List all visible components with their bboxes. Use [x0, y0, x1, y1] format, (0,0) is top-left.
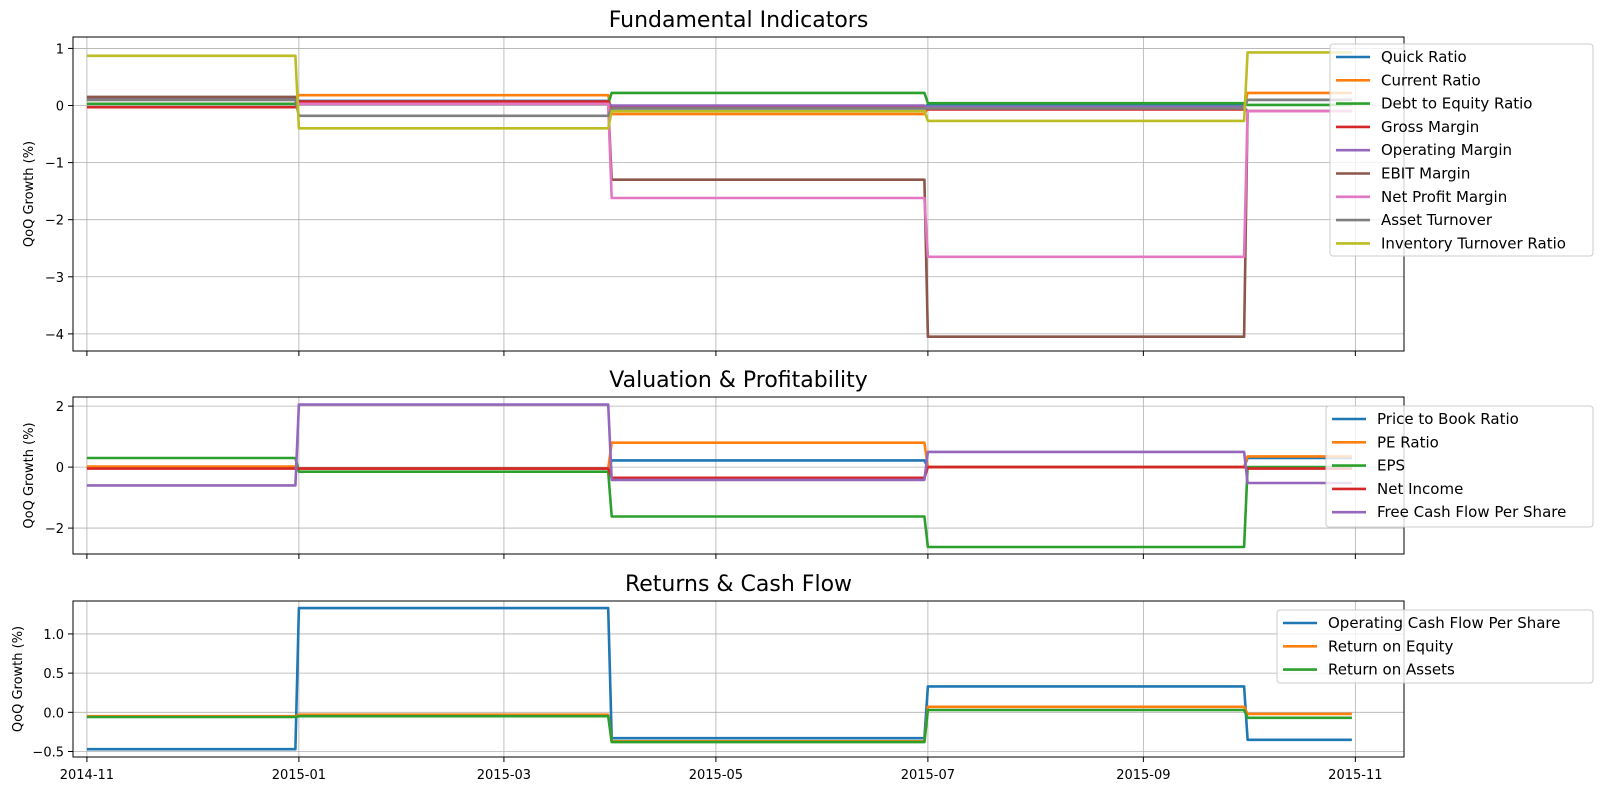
- x-tick-label: 2015-09: [1116, 768, 1170, 783]
- legend-frame: [1325, 405, 1594, 528]
- chart-panel-3: 2014-11 2015-01 2015-03 2015-05 2015-07 2015-…: [11, 572, 1594, 783]
- legend-label: Gross Margin: [1381, 118, 1479, 136]
- y-tick-label: −4: [45, 328, 64, 343]
- legend-label: Debt to Equity Ratio: [1381, 95, 1533, 113]
- chart-panel-1: 1 0 −1 −2 −3 −4 Fundamental Indicators QoQ Grow…: [22, 8, 1594, 356]
- legend-label: Inventory Turnover Ratio: [1381, 234, 1566, 252]
- chart-title: Valuation & Profitability: [609, 368, 867, 393]
- x-tick-label: 2015-03: [477, 768, 531, 783]
- y-tick-label: 0.5: [43, 667, 64, 682]
- chart-title: Fundamental Indicators: [609, 8, 869, 33]
- legend-frame: [1329, 43, 1594, 257]
- legend-label: Quick Ratio: [1381, 48, 1467, 66]
- legend: Price to Book Ratio PE Ratio EPS Net Income…: [1325, 405, 1594, 528]
- x-tick-label: 2015-11: [1328, 768, 1382, 783]
- x-tick-label: 2015-01: [272, 768, 326, 783]
- legend-label: Current Ratio: [1381, 71, 1481, 89]
- y-tick-label: 0: [56, 100, 64, 115]
- y-axis-label: QoQ Growth (%): [22, 422, 37, 528]
- y-tick-label: −1: [45, 157, 64, 172]
- legend-label: Free Cash Flow Per Share: [1377, 503, 1566, 521]
- legend-label: Price to Book Ratio: [1377, 410, 1519, 428]
- series-line-inventory-turnover-ratio: [86, 51, 1352, 130]
- y-tick-label: 0: [56, 461, 64, 476]
- y-axis-label: QoQ Growth (%): [22, 141, 37, 247]
- y-tick-label: −3: [45, 271, 64, 286]
- legend: Operating Cash Flow Per Share Return on E…: [1276, 609, 1594, 684]
- y-tick-label: 2: [56, 400, 64, 415]
- y-tick-label: −0.5: [32, 746, 64, 761]
- chart-panels: 1 0 −1 −2 −3 −4 Fundamental Indicators QoQ Grow…: [11, 8, 1594, 783]
- series-line-free-cash-flow-per-share: [86, 403, 1352, 487]
- chart-panel-2: 2 0 −2 Valuation & Profitability QoQ Growth …: [22, 368, 1594, 559]
- legend-label: PE Ratio: [1377, 433, 1439, 451]
- x-tick-label: 2015-07: [901, 768, 955, 783]
- y-tick-label: −2: [45, 522, 64, 537]
- y-tick-label: −2: [45, 214, 64, 229]
- legend-label: Asset Turnover: [1381, 211, 1493, 229]
- legend-label: Return on Assets: [1328, 661, 1455, 679]
- y-tick-label: 1.0: [43, 628, 64, 643]
- legend-label: Net Profit Margin: [1381, 188, 1507, 206]
- series-line-return-on-assets: [86, 708, 1352, 744]
- legend-label: Return on Equity: [1328, 637, 1454, 655]
- legend-label: EPS: [1377, 457, 1405, 475]
- legend-label: Net Income: [1377, 480, 1463, 498]
- legend: Quick Ratio Current Ratio Debt to Equity R…: [1329, 43, 1594, 257]
- x-tick-label: 2014-11: [60, 768, 114, 783]
- chart-title: Returns & Cash Flow: [625, 572, 852, 597]
- legend-label: Operating Margin: [1381, 141, 1512, 159]
- legend-label: Operating Cash Flow Per Share: [1328, 614, 1561, 632]
- x-tick-label: 2015-05: [689, 768, 743, 783]
- y-axis-label: QoQ Growth (%): [11, 626, 26, 732]
- y-tick-label: 1: [56, 42, 64, 57]
- legend-label: EBIT Margin: [1381, 165, 1470, 183]
- legend-frame: [1276, 609, 1594, 684]
- y-tick-label: 0.0: [43, 706, 64, 721]
